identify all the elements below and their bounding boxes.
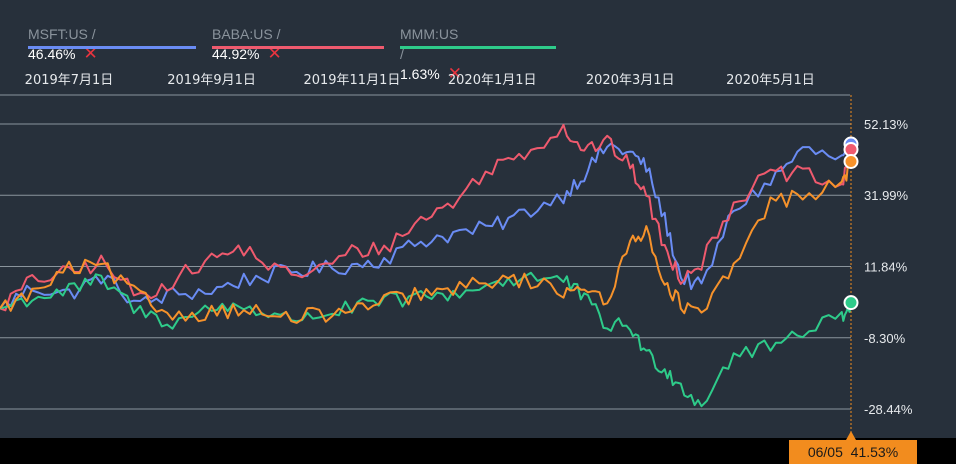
series-mmm bbox=[0, 271, 852, 408]
series-orange-end-marker bbox=[843, 153, 859, 169]
legend-symbol: BABA:US bbox=[212, 26, 273, 42]
legend-color-bar bbox=[212, 46, 384, 49]
x-tick-label: 2019年9月1日 bbox=[167, 73, 256, 88]
y-tick-label: -8.30% bbox=[864, 331, 906, 346]
series-mmm-end-marker bbox=[843, 295, 859, 311]
tooltip-date: 06/05 bbox=[807, 444, 843, 460]
y-tick-label: 31.99% bbox=[864, 188, 909, 203]
legend-item-baba[interactable]: BABA:US / 44.92% ✕ bbox=[212, 24, 384, 63]
x-axis-labels: 2019年7月1日 2019年9月1日 2019年11月1日 2020年1月1日 202… bbox=[25, 73, 815, 88]
series-baba bbox=[0, 123, 852, 312]
tooltip-arrow bbox=[846, 431, 856, 440]
y-tick-label: -28.44% bbox=[864, 402, 913, 417]
x-tick-label: 2020年1月1日 bbox=[448, 73, 537, 88]
series-orange bbox=[0, 160, 852, 324]
crosshair-tooltip: 06/05 41.53% bbox=[789, 440, 917, 464]
y-tick-label: 11.84% bbox=[864, 260, 908, 275]
x-tick-label: 2019年11月1日 bbox=[303, 73, 400, 88]
legend-symbol: MMM:US bbox=[400, 26, 459, 42]
legend-sep: / bbox=[87, 26, 96, 42]
remove-mmm-icon[interactable]: ✕ bbox=[447, 64, 462, 83]
legend-sep: / bbox=[400, 46, 404, 62]
x-tick-label: 2020年3月1日 bbox=[586, 73, 675, 88]
x-tick-label: 2019年7月1日 bbox=[25, 73, 114, 88]
legend-color-bar bbox=[28, 46, 196, 49]
end-markers bbox=[843, 136, 859, 311]
legend-item-msft[interactable]: MSFT:US / 46.46% ✕ bbox=[28, 24, 196, 63]
grid-lines bbox=[0, 123, 851, 410]
y-axis-labels: 52.13% 31.99% 11.84% -8.30% -28.44% bbox=[864, 117, 913, 417]
legend-symbol: MSFT:US bbox=[28, 26, 88, 42]
x-tick-label: 2020年5月1日 bbox=[726, 73, 815, 88]
legend-item-mmm[interactable]: MMM:US / 1.63% ✕ bbox=[400, 24, 556, 83]
series-lines bbox=[0, 123, 852, 408]
legend-value: 46.46% bbox=[28, 46, 76, 62]
legend-color-bar bbox=[400, 46, 556, 49]
legend-value: 1.63% bbox=[400, 66, 440, 82]
legend-sep: / bbox=[272, 26, 281, 42]
series-msft bbox=[0, 139, 852, 310]
y-tick-label: 52.13% bbox=[864, 117, 909, 132]
tooltip-value: 41.53% bbox=[850, 444, 899, 460]
legend-value: 44.92% bbox=[212, 46, 260, 62]
